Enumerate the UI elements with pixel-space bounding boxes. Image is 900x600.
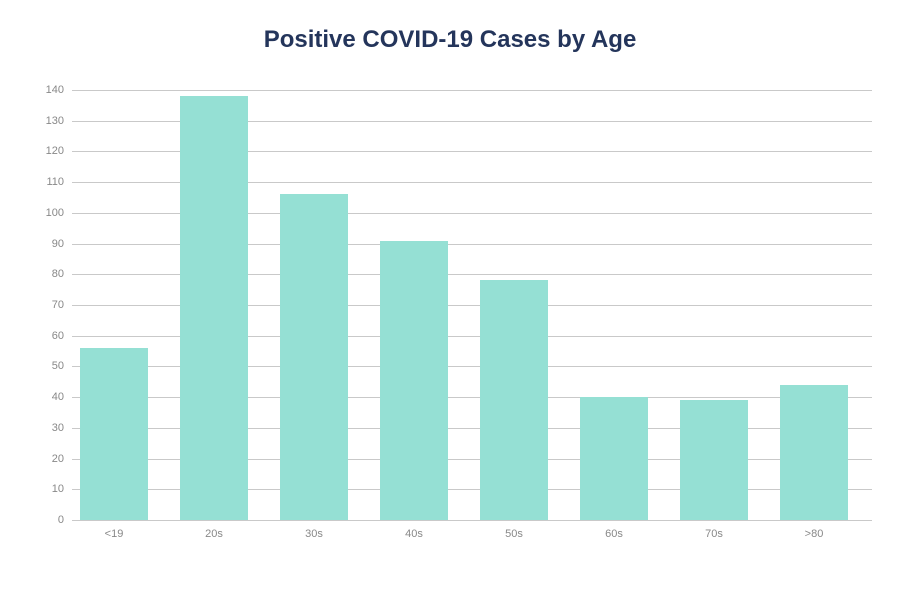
y-tick-label: 80 [16,268,64,280]
bar [680,400,748,520]
y-tick-label: 120 [16,145,64,157]
y-tick-label: 30 [16,422,64,434]
x-tick-label: 60s [605,528,623,540]
y-tick-label: 140 [16,84,64,96]
bar [80,348,148,520]
y-tick-label: 70 [16,299,64,311]
x-tick-label: >80 [805,528,824,540]
grid-line [72,90,872,91]
bar [180,96,248,520]
y-tick-label: 50 [16,360,64,372]
y-tick-label: 90 [16,238,64,250]
y-tick-label: 10 [16,483,64,495]
y-tick-label: 60 [16,330,64,342]
x-tick-label: 40s [405,528,423,540]
bar [580,397,648,520]
x-tick-label: 30s [305,528,323,540]
chart-title: Positive COVID-19 Cases by Age [0,26,900,54]
bar [780,385,848,520]
bar [480,280,548,520]
x-tick-label: <19 [105,528,124,540]
plot-area: 0102030405060708090100110120130140<1920s… [72,90,872,520]
y-tick-label: 110 [16,176,64,188]
x-tick-label: 70s [705,528,723,540]
bar [380,241,448,521]
bar [280,194,348,520]
bar-chart: Positive COVID-19 Cases by Age 010203040… [0,0,900,600]
x-tick-label: 20s [205,528,223,540]
y-tick-label: 40 [16,391,64,403]
grid-line [72,520,872,521]
x-tick-label: 50s [505,528,523,540]
y-tick-label: 130 [16,115,64,127]
y-tick-label: 20 [16,453,64,465]
y-tick-label: 100 [16,207,64,219]
y-tick-label: 0 [16,514,64,526]
